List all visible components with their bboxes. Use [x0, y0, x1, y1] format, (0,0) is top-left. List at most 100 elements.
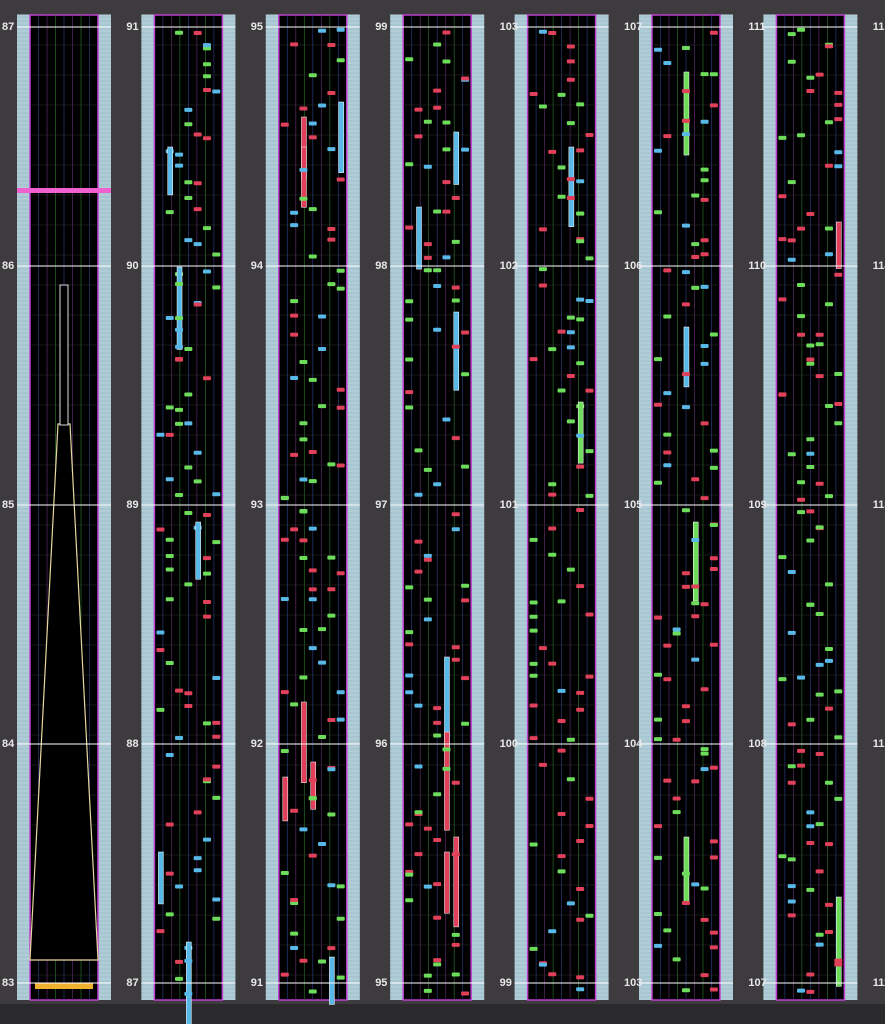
note [451, 972, 460, 977]
note [709, 642, 718, 647]
note [681, 223, 690, 228]
note [451, 298, 460, 303]
note [566, 373, 575, 378]
measure-label: 109 [748, 499, 766, 511]
note [700, 344, 709, 349]
play-track-narrow [59, 284, 69, 426]
note [290, 42, 299, 47]
note [336, 268, 345, 273]
note [433, 283, 442, 288]
note [700, 252, 709, 257]
note [461, 676, 470, 681]
note [184, 465, 193, 470]
note [585, 913, 594, 918]
note [834, 689, 843, 694]
note [691, 242, 700, 247]
measure-label: 95 [375, 977, 387, 989]
note [442, 180, 451, 185]
note [405, 162, 414, 167]
air-bar [17, 188, 111, 193]
note [423, 884, 432, 889]
measure-label: 103 [500, 21, 518, 33]
note [165, 567, 174, 572]
note [175, 959, 184, 964]
note [576, 297, 585, 302]
note [709, 556, 718, 561]
note [557, 688, 566, 693]
note [566, 901, 575, 906]
note [442, 417, 451, 422]
note [327, 613, 336, 618]
note [433, 958, 442, 963]
note [202, 512, 211, 517]
measure-label: 110 [748, 260, 766, 272]
note [299, 167, 308, 172]
note [797, 988, 806, 993]
note [787, 59, 796, 64]
note [691, 882, 700, 887]
note [405, 405, 414, 410]
note [824, 780, 833, 785]
measure-label: 87 [2, 21, 14, 33]
measure-label: 99 [375, 21, 387, 33]
note [308, 479, 317, 484]
note [442, 59, 451, 64]
note [184, 691, 193, 696]
hold-note [329, 956, 335, 1005]
note [336, 58, 345, 63]
measure-label: 114 [873, 260, 885, 272]
note [405, 390, 414, 395]
note [824, 647, 833, 652]
measure-label: 107 [624, 21, 642, 33]
note [548, 661, 557, 666]
note [576, 917, 585, 922]
note [299, 827, 308, 832]
note [700, 973, 709, 978]
chart-column: 103 102 101 100 99 [500, 14, 609, 1001]
note [299, 509, 308, 514]
note [691, 255, 700, 260]
note [663, 61, 672, 66]
note [834, 90, 843, 95]
tap-note [35, 983, 93, 989]
note [299, 477, 308, 482]
note [212, 285, 221, 290]
note [529, 537, 538, 542]
note [806, 451, 815, 456]
note [834, 117, 843, 122]
note [423, 553, 432, 558]
note [184, 238, 193, 243]
note [700, 361, 709, 366]
note [405, 357, 414, 362]
note [806, 464, 815, 469]
note [834, 735, 843, 740]
note [538, 283, 547, 288]
note [414, 107, 423, 112]
note [290, 945, 299, 950]
measure-label: 95 [251, 21, 263, 33]
note [700, 167, 709, 172]
hold-note [444, 851, 450, 914]
note [700, 284, 709, 289]
note [787, 780, 796, 785]
note [165, 912, 174, 917]
note [815, 342, 824, 347]
note [529, 628, 538, 633]
note [681, 508, 690, 513]
note [451, 285, 460, 290]
note [529, 614, 538, 619]
note [184, 582, 193, 587]
note [815, 752, 824, 757]
measure-label: 111 [748, 21, 765, 33]
note [308, 207, 317, 212]
note [175, 736, 184, 741]
note [681, 871, 690, 876]
note [165, 537, 174, 542]
note [414, 810, 423, 815]
note [576, 839, 585, 844]
measure-label: 107 [748, 977, 766, 989]
note [175, 327, 184, 332]
note [806, 602, 815, 607]
note [824, 44, 833, 49]
note [834, 958, 843, 963]
